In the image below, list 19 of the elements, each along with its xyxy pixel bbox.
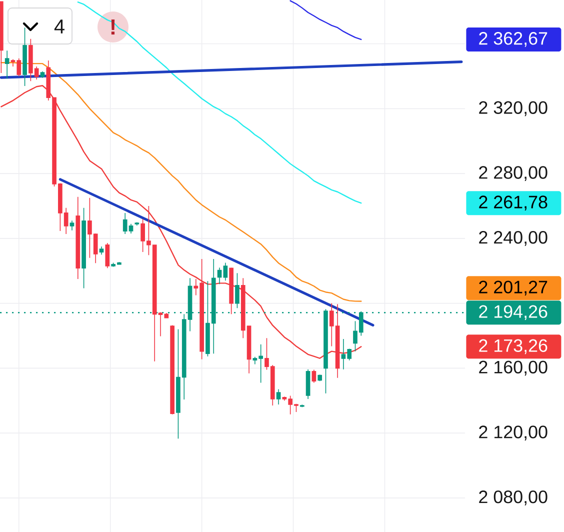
- y-tick-label: 2 160,00: [479, 360, 548, 376]
- candlestick: [70, 220, 74, 231]
- y-tick-label: 2 320,00: [479, 101, 548, 116]
- text: 2 173,26: [479, 339, 548, 354]
- ref-line-label: 2 194,26: [479, 305, 548, 320]
- text: 2 362,67: [479, 32, 548, 47]
- y-tick-label: 2 080,00: [479, 490, 548, 506]
- candlestick: [300, 404, 304, 408]
- annotation: !: [111, 19, 115, 35]
- candlestick: [4, 50, 10, 80]
- text: 2 201,27: [479, 280, 548, 296]
- candlestick: [76, 196, 80, 280]
- text: 2 261,78: [479, 196, 548, 211]
- y-tick-label: 2 280,00: [479, 166, 548, 181]
- line-series: [290, 0, 362, 40]
- y-tick-label: 2 240,00: [479, 231, 548, 246]
- y-tick-label: 2 120,00: [479, 426, 548, 440]
- annotation: 4: [54, 20, 64, 34]
- candlestick: [134, 222, 140, 226]
